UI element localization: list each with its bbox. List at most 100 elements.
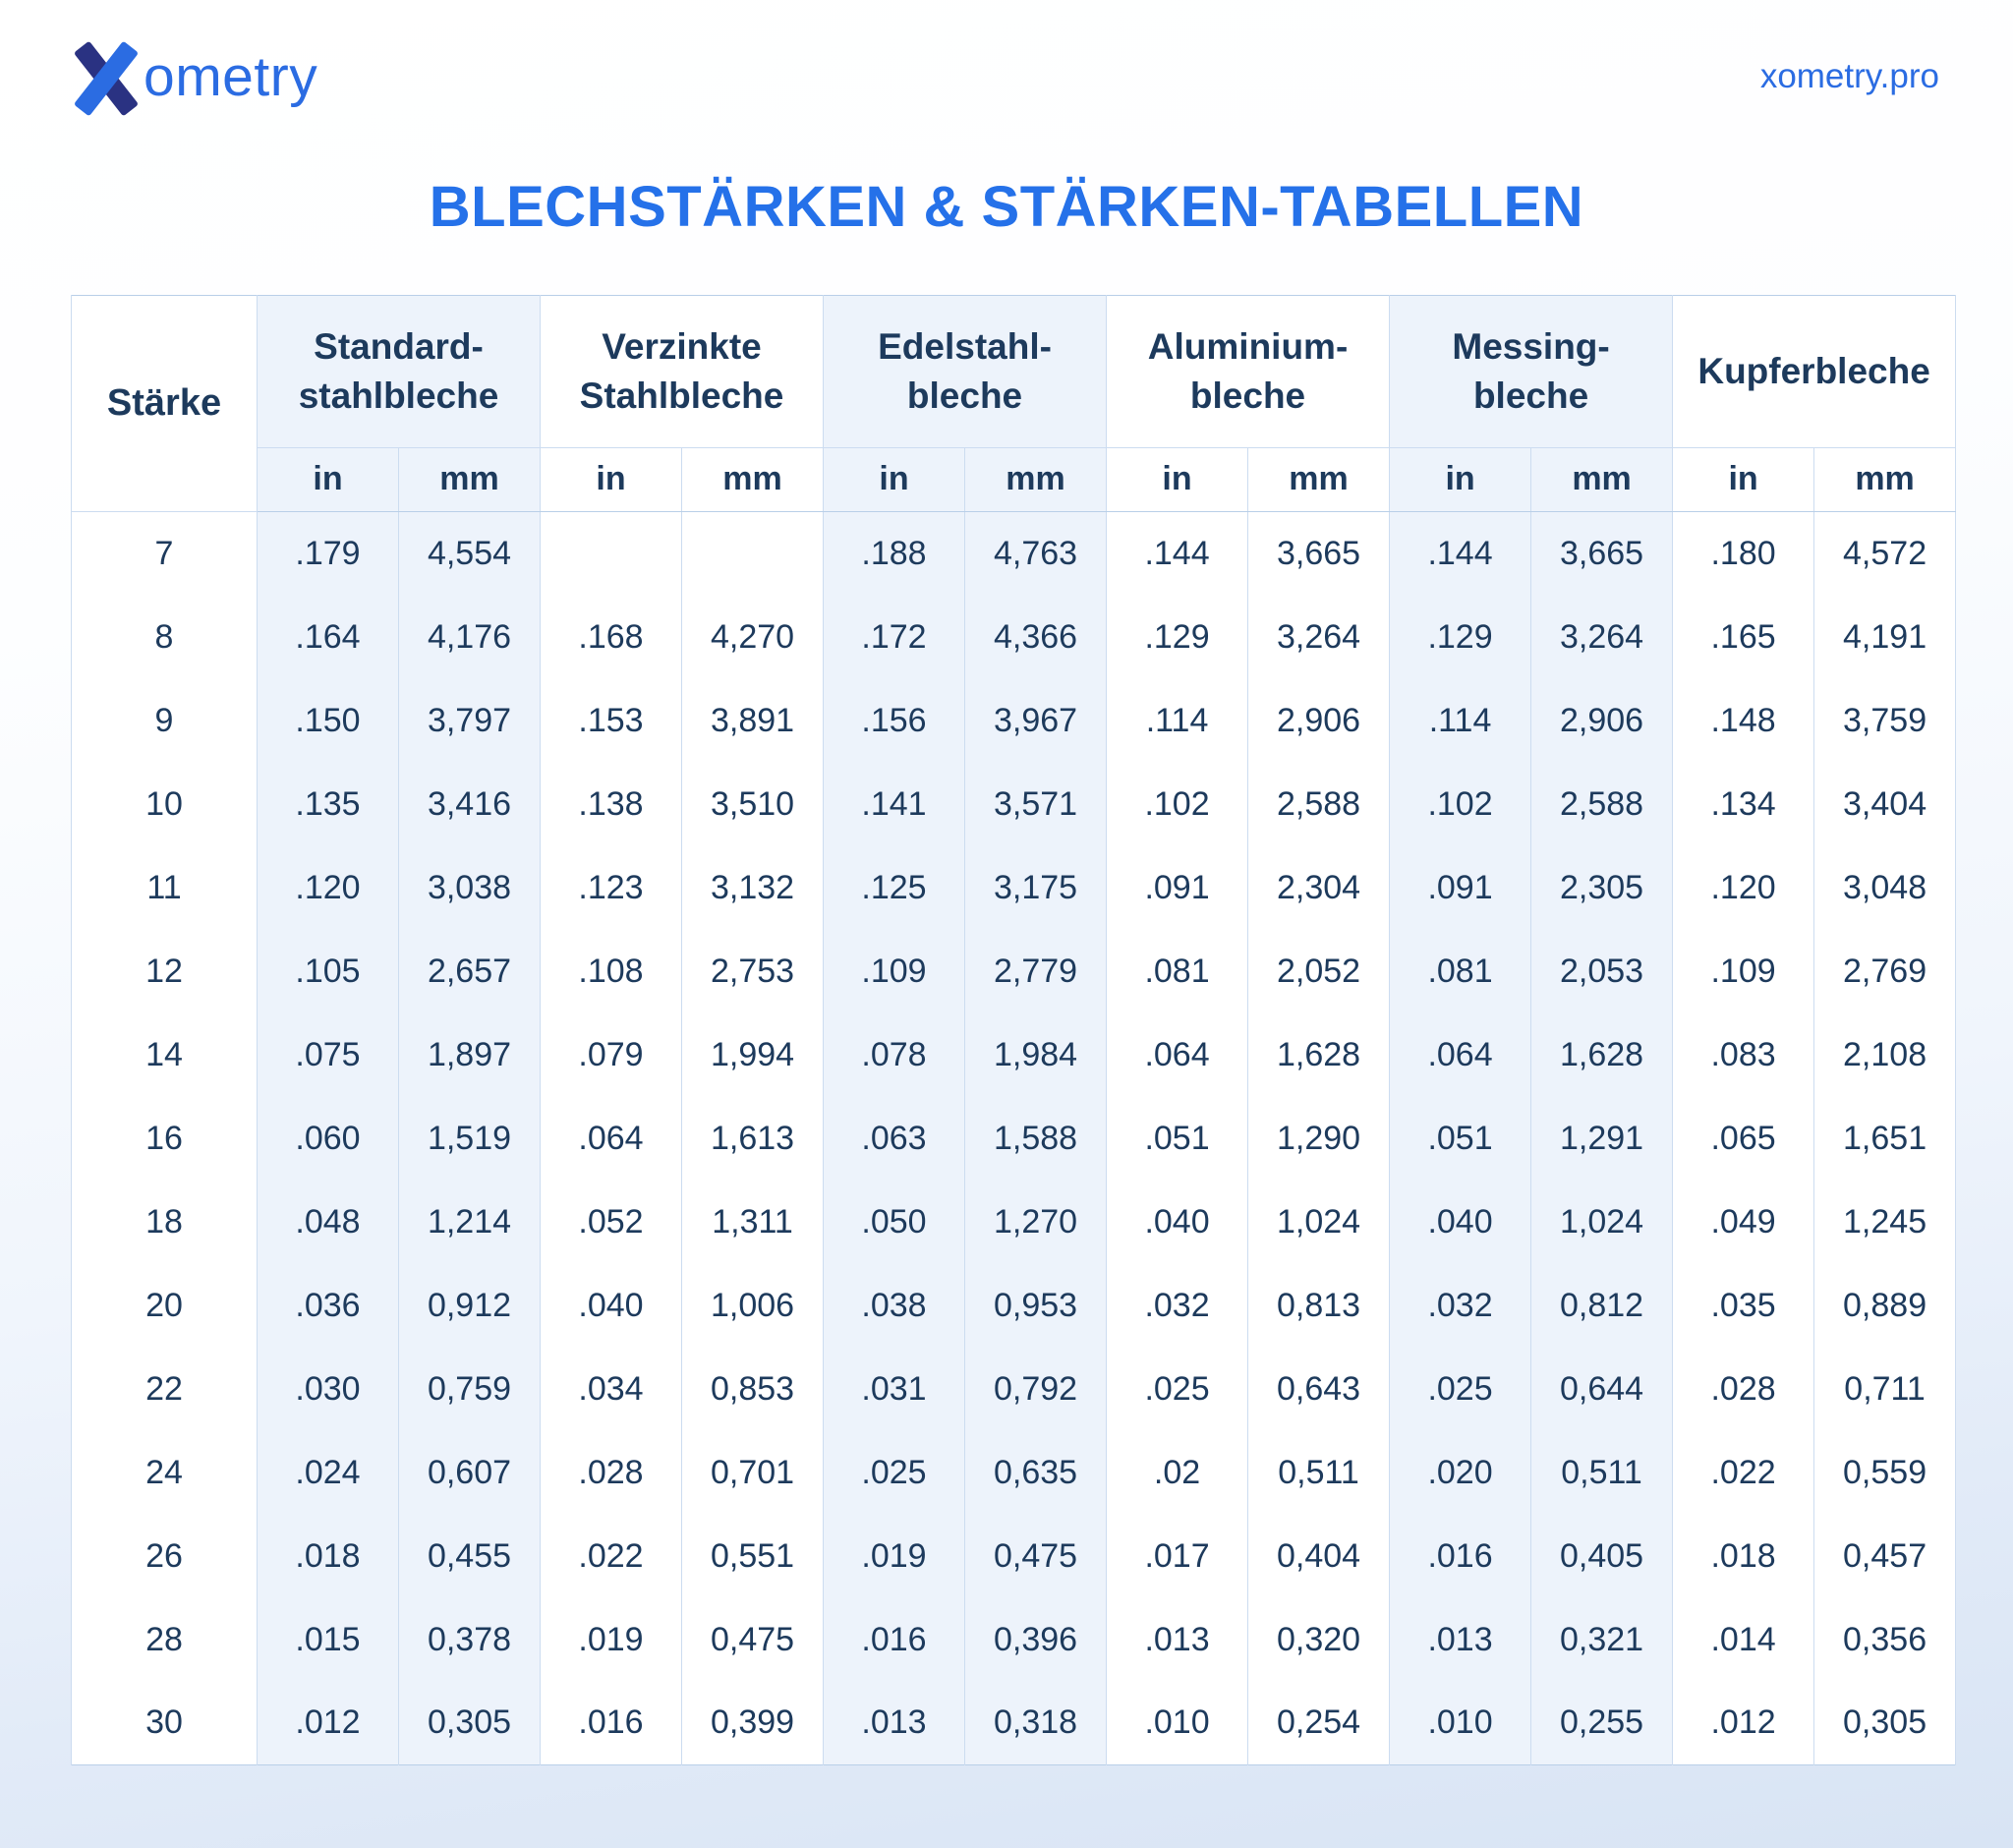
value-cell: .017 — [1106, 1514, 1249, 1598]
thickness-table: Stärke Standard-stahlbleche Verzinkte Stahl… — [71, 295, 1957, 1765]
value-cell: .168 — [540, 595, 683, 679]
value-cell: .02 — [1106, 1430, 1249, 1515]
value-cell: .065 — [1672, 1096, 1815, 1181]
value-cell: 0,511 — [1530, 1430, 1674, 1515]
table-row: 14.075 1,897.079 1,994.078 1,984.064 1,628.0… — [71, 1012, 1957, 1097]
value-cell: 1,613 — [681, 1096, 825, 1181]
value-cell: 0,404 — [1247, 1514, 1391, 1598]
value-cell: 0,912 — [397, 1263, 542, 1348]
value-cell: 3,264 — [1247, 595, 1391, 679]
value-cell: 3,404 — [1813, 762, 1957, 846]
value-cell: .015 — [257, 1597, 399, 1682]
value-cell: 0,255 — [1530, 1681, 1674, 1765]
value-cell: .120 — [1672, 845, 1815, 930]
value-cell: .012 — [1672, 1681, 1815, 1765]
value-cell: 4,572 — [1813, 511, 1957, 596]
value-cell: 3,132 — [681, 845, 825, 930]
value-cell: .052 — [540, 1180, 683, 1264]
value-cell: 3,510 — [681, 762, 825, 846]
value-cell: .013 — [823, 1681, 966, 1765]
value-cell: .013 — [1389, 1597, 1532, 1682]
value-cell: 4,176 — [397, 595, 542, 679]
value-cell: .064 — [540, 1096, 683, 1181]
value-cell: 3,416 — [397, 762, 542, 846]
value-cell: 0,457 — [1813, 1514, 1957, 1598]
value-cell: .172 — [823, 595, 966, 679]
value-cell: .040 — [1389, 1180, 1532, 1264]
group-header-5: Messing-bleche — [1389, 295, 1674, 448]
table-row: 12.105 2,657.108 2,753.109 2,779.081 2,052.0… — [71, 929, 1957, 1013]
table-row: 22.030 0,759.034 0,853.031 0,792.025 0,643.0… — [71, 1347, 1957, 1431]
value-cell: 1,628 — [1530, 1012, 1674, 1097]
value-cell: .031 — [823, 1347, 966, 1431]
value-cell: .109 — [1672, 929, 1815, 1013]
value-cell: .153 — [540, 678, 683, 763]
value-cell: .102 — [1389, 762, 1532, 846]
value-cell: .060 — [257, 1096, 399, 1181]
group-header-1: Standard-stahlbleche — [256, 295, 542, 448]
table-wrap: Stärke Standard-stahlbleche Verzinkte Stahl… — [71, 295, 1957, 1765]
group-header-4: Aluminium-bleche — [1106, 295, 1391, 448]
value-cell: 1,588 — [964, 1096, 1108, 1181]
gauge-cell: 7 — [71, 511, 258, 596]
gauge-cell: 18 — [71, 1180, 258, 1264]
value-cell: 3,665 — [1247, 511, 1391, 596]
value-cell: .129 — [1389, 595, 1532, 679]
value-cell: 3,891 — [681, 678, 825, 763]
value-cell: .091 — [1106, 845, 1249, 930]
value-cell: 0,254 — [1247, 1681, 1391, 1765]
value-cell: .108 — [540, 929, 683, 1013]
value-cell: .134 — [1672, 762, 1815, 846]
gauge-cell: 20 — [71, 1263, 258, 1348]
value-cell: 3,038 — [397, 845, 542, 930]
value-cell: 0,551 — [681, 1514, 825, 1598]
value-cell: 0,889 — [1813, 1263, 1957, 1348]
unit-header: in — [1389, 447, 1532, 512]
value-cell: 2,588 — [1530, 762, 1674, 846]
gauge-cell: 30 — [71, 1681, 258, 1765]
value-cell: 1,024 — [1530, 1180, 1674, 1264]
value-cell: .030 — [257, 1347, 399, 1431]
value-cell: .164 — [257, 595, 399, 679]
value-cell: 2,769 — [1813, 929, 1957, 1013]
table-row: 28.015 0,378.019 0,475.016 0,396.013 0,320.0… — [71, 1597, 1957, 1682]
value-cell: 3,797 — [397, 678, 542, 763]
table-row: 8.164 4,176.168 4,270.172 4,366.129 3,264.12… — [71, 595, 1957, 679]
value-cell: 2,108 — [1813, 1012, 1957, 1097]
value-cell: 1,214 — [397, 1180, 542, 1264]
value-cell: 0,305 — [397, 1681, 542, 1765]
value-cell: 0,399 — [681, 1681, 825, 1765]
value-cell: 0,792 — [964, 1347, 1108, 1431]
value-cell: 1,290 — [1247, 1096, 1391, 1181]
site-url: xometry.pro — [1759, 57, 1939, 95]
value-cell: .049 — [1672, 1180, 1815, 1264]
value-cell: 0,812 — [1530, 1263, 1674, 1348]
value-cell: 0,644 — [1530, 1347, 1674, 1431]
value-cell: 0,813 — [1247, 1263, 1391, 1348]
gauge-cell: 14 — [71, 1012, 258, 1097]
page-title: BLECHSTÄRKEN & STÄRKEN-TABELLEN — [429, 175, 1584, 239]
value-cell: 1,291 — [1530, 1096, 1674, 1181]
value-cell: .020 — [1389, 1430, 1532, 1515]
value-cell: .064 — [1389, 1012, 1532, 1097]
value-cell: .051 — [1389, 1096, 1532, 1181]
value-cell: 4,191 — [1813, 595, 1957, 679]
value-cell: 3,175 — [964, 845, 1108, 930]
logo-wordmark: ometry — [144, 44, 318, 108]
group-header-2: Verzinkte Stahlbleche — [540, 295, 825, 448]
value-cell: .035 — [1672, 1263, 1815, 1348]
value-cell: 0,853 — [681, 1347, 825, 1431]
gauge-cell: 11 — [71, 845, 258, 930]
value-cell: .025 — [1389, 1347, 1532, 1431]
value-cell: 2,053 — [1530, 929, 1674, 1013]
value-cell: 2,657 — [397, 929, 542, 1013]
value-cell: .019 — [823, 1514, 966, 1598]
gauge-cell: 28 — [71, 1597, 258, 1682]
table-body: 7.179 4,554.188 4,763.144 3,665.144 3,665.18… — [71, 511, 1957, 1765]
value-cell: 4,554 — [397, 511, 542, 596]
value-cell: 0,953 — [964, 1263, 1108, 1348]
value-cell: .018 — [1672, 1514, 1815, 1598]
value-cell: 2,779 — [964, 929, 1108, 1013]
value-cell: .129 — [1106, 595, 1249, 679]
value-cell: .114 — [1389, 678, 1532, 763]
